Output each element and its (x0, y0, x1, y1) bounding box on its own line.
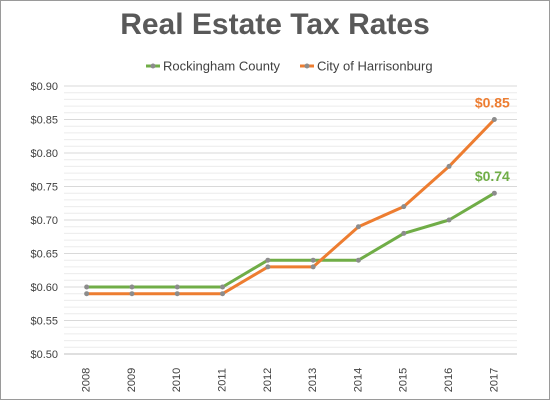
series-line-0 (85, 191, 496, 289)
data-point (220, 291, 226, 297)
y-tick-label: $0.75 (30, 182, 58, 194)
legend-entry: Rockingham County (163, 59, 281, 74)
y-tick-label: $0.80 (30, 148, 58, 160)
x-tick-label: 2017 (488, 368, 500, 392)
x-tick-label: 2016 (443, 368, 455, 392)
gridlines (64, 85, 517, 355)
x-tick-label: 2008 (81, 368, 93, 392)
data-point (129, 291, 135, 297)
y-tick-label: $0.85 (30, 115, 58, 127)
x-tick-label: 2012 (262, 368, 274, 392)
data-point (174, 291, 180, 297)
axes: $0.50 $0.55 $0.60 $0.65 $0.70 $0.75 $0.80 $0.85… (30, 81, 517, 392)
data-point (401, 230, 407, 236)
data-point (265, 257, 271, 263)
y-tick-label: $0.65 (30, 249, 58, 261)
data-point (174, 284, 180, 290)
x-tick-label: 2010 (171, 368, 183, 392)
x-tick-label: 2011 (216, 368, 228, 392)
data-point (491, 190, 497, 196)
chart-title: Real Estate Tax Rates (120, 8, 430, 41)
y-tick-label: $0.60 (30, 282, 58, 294)
data-point (401, 204, 407, 210)
data-point (84, 284, 90, 290)
data-point (265, 264, 271, 270)
data-point (491, 117, 497, 122)
x-tick-label: 2009 (126, 368, 138, 392)
y-tick-label: $0.70 (30, 215, 58, 227)
data-point (355, 224, 361, 230)
x-tick-label: 2013 (307, 368, 319, 392)
series-lines: $0.74 $0.85 (84, 95, 510, 297)
legend: Rockingham County City of Harrisonburg (146, 59, 433, 74)
data-point (446, 217, 452, 223)
data-label: $0.74 (475, 168, 510, 184)
data-point (310, 264, 316, 270)
x-tick-label: 2014 (352, 368, 364, 392)
legend-entry: City of Harrisonburg (317, 59, 433, 74)
data-point (355, 257, 361, 263)
data-point (446, 163, 452, 169)
y-tick-label: $0.50 (30, 349, 58, 361)
y-tick-label: $0.55 (30, 316, 58, 328)
y-tick-label: $0.90 (30, 81, 58, 93)
data-point (220, 284, 226, 290)
legend-marker (304, 63, 310, 69)
data-label: $0.85 (475, 95, 510, 111)
data-point (129, 284, 135, 290)
data-point (310, 257, 316, 263)
data-point (84, 291, 90, 297)
legend-marker (150, 63, 156, 69)
series-line-1 (85, 118, 496, 296)
x-tick-label: 2015 (398, 368, 410, 392)
